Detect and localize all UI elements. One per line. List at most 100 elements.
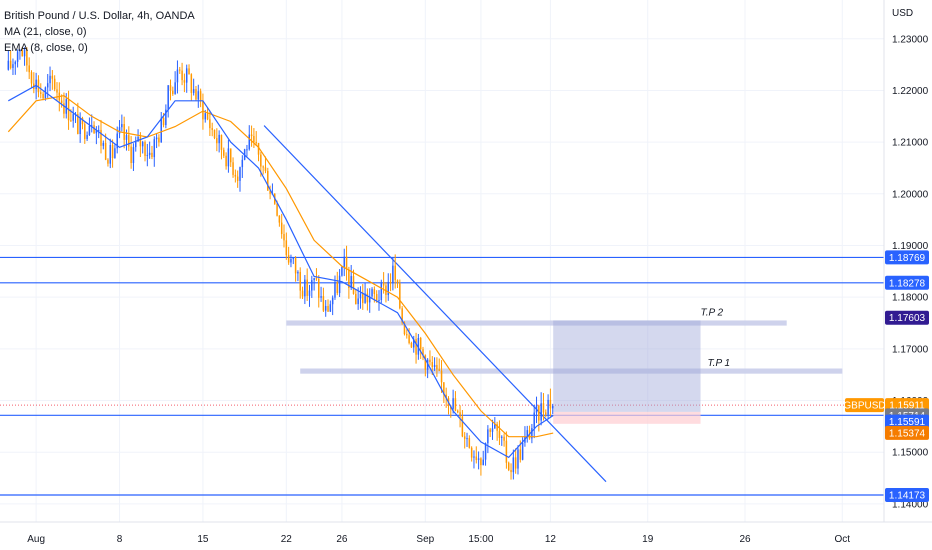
candle-body <box>102 143 105 146</box>
candle-body <box>355 293 357 305</box>
x-tick-label: Aug <box>27 534 45 545</box>
candle-body <box>148 152 151 155</box>
price-tag <box>885 414 929 429</box>
candle-body <box>185 68 188 83</box>
candle-body <box>301 290 304 297</box>
price-tag-text: 1.17603 <box>889 313 926 324</box>
candle-body <box>35 79 37 90</box>
candle-body <box>262 166 264 168</box>
candle-body <box>498 430 501 438</box>
x-tick-label: 15:00 <box>468 534 493 545</box>
candle-body <box>329 304 332 312</box>
candle-body <box>260 154 262 167</box>
candle-body <box>174 82 176 94</box>
candle-body <box>95 130 98 134</box>
candle-body <box>482 459 484 466</box>
price-tag <box>885 275 929 290</box>
candle-body <box>459 412 461 417</box>
candle-body <box>505 440 508 463</box>
candle-body <box>373 289 376 295</box>
candle-body <box>160 117 162 143</box>
x-tick-label: 12 <box>545 534 557 545</box>
candle-body <box>401 308 403 323</box>
candle-body <box>433 364 436 368</box>
candle-body <box>72 114 74 121</box>
candle-body <box>100 129 102 146</box>
candle-body <box>255 142 257 144</box>
candle-body <box>454 398 457 411</box>
candle-body <box>357 298 359 305</box>
candle-body <box>172 90 174 94</box>
candle-body <box>257 143 260 155</box>
candle-body <box>65 99 68 114</box>
candle-body <box>431 362 434 368</box>
candle-body <box>188 68 190 75</box>
candle-body <box>135 141 137 148</box>
candle-body <box>299 271 301 291</box>
candle-body <box>364 293 366 303</box>
candle-body <box>236 176 239 181</box>
candle-body <box>545 412 547 415</box>
candle-body <box>153 139 156 158</box>
candle-body <box>408 335 410 343</box>
candle-body <box>239 167 241 181</box>
price-tag-text: 1.18769 <box>889 253 926 264</box>
candle-body <box>466 438 468 440</box>
candle-body <box>452 398 454 409</box>
candle-body <box>322 296 325 311</box>
price-tag-text: 1.15374 <box>889 428 926 439</box>
candle-body <box>213 129 216 139</box>
candle-body <box>202 101 204 120</box>
candle-body <box>315 278 318 280</box>
candle-body <box>111 145 114 158</box>
candle-body <box>86 134 88 139</box>
price-tag <box>885 425 929 440</box>
candle-body <box>359 293 362 299</box>
candle-body <box>399 283 401 309</box>
candle-body <box>77 114 79 135</box>
candle-body <box>468 438 471 448</box>
candle-body <box>519 449 522 460</box>
candle-body <box>107 159 109 164</box>
candle-body <box>336 282 339 294</box>
candle-body <box>60 100 63 104</box>
candle-body <box>30 72 33 84</box>
candle-body <box>503 436 505 441</box>
candle-body <box>137 136 139 142</box>
candle-body <box>190 74 193 93</box>
candle-body <box>183 80 186 83</box>
legend-title[interactable]: British Pound / U.S. Dollar, 4h, OANDA <box>4 10 195 22</box>
candle-body <box>9 60 12 68</box>
candle-body <box>169 85 172 91</box>
candle-body <box>396 280 399 284</box>
candle-body <box>338 275 341 294</box>
candle-body <box>297 271 299 274</box>
candle-body <box>348 269 350 289</box>
candle-body <box>151 152 153 158</box>
candle-body <box>475 456 478 460</box>
stop-box <box>553 411 701 424</box>
candle-body <box>204 113 206 120</box>
sr-zone <box>300 368 843 374</box>
candle-body <box>331 297 334 305</box>
candle-body <box>352 276 355 294</box>
candle-body <box>531 428 533 439</box>
candle-body <box>526 430 528 437</box>
candle-body <box>394 265 396 281</box>
candle-body <box>368 296 371 303</box>
candle-body <box>128 135 130 147</box>
candle-body <box>445 394 447 398</box>
legend-ema[interactable]: EMA (8, close, 0) <box>4 42 88 54</box>
candle-body <box>42 93 44 99</box>
x-tick-label: 26 <box>336 534 348 545</box>
candle-body <box>470 447 473 458</box>
candle-body <box>21 50 23 57</box>
candle-body <box>371 289 373 297</box>
candle-body <box>457 410 459 413</box>
moving-averages-layer <box>7 84 554 459</box>
candle-body <box>406 334 408 336</box>
candle-body <box>473 456 475 458</box>
candle-body <box>223 149 225 156</box>
legend-ma[interactable]: MA (21, close, 0) <box>4 26 87 38</box>
